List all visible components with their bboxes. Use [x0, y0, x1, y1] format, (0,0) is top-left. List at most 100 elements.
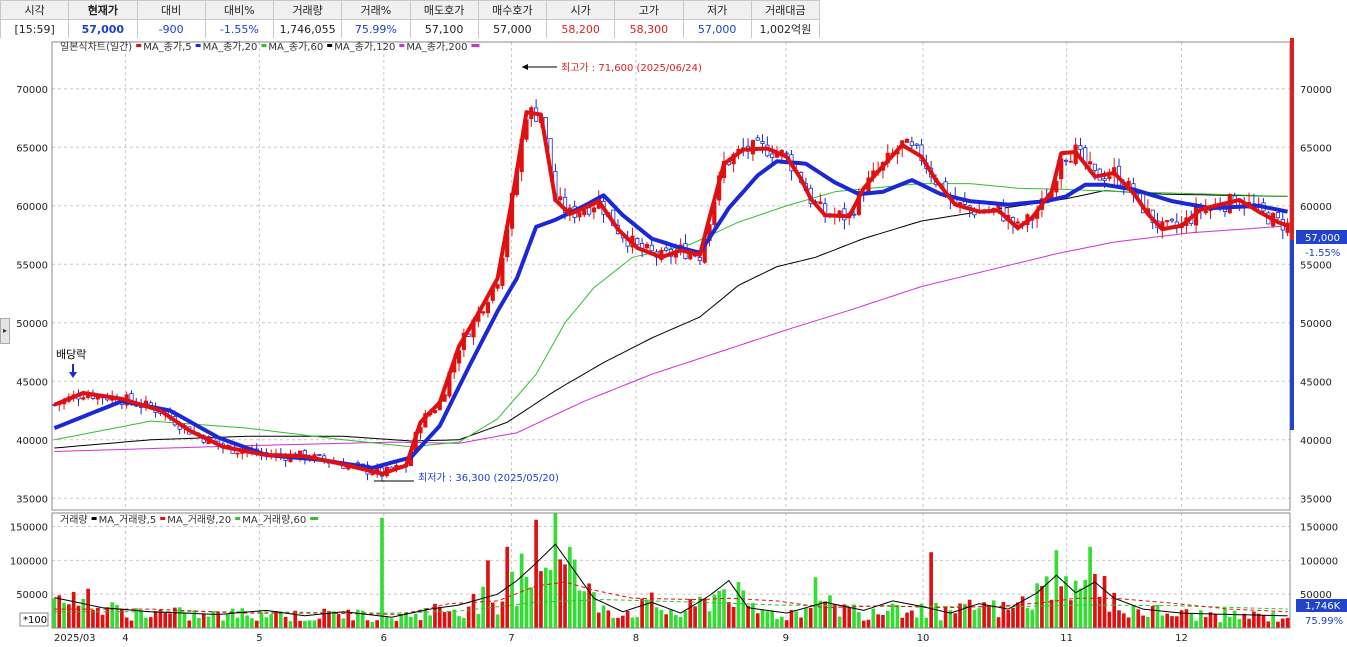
- candle-body: [784, 152, 789, 155]
- volume-bars: [52, 513, 1290, 628]
- volume-bar: [259, 612, 264, 628]
- volume-legend-swatch: [235, 517, 241, 520]
- volume-bar: [717, 590, 722, 628]
- volume-bar: [938, 620, 943, 628]
- volume-bar: [139, 610, 143, 628]
- volume-bar: [81, 598, 86, 628]
- volume-bar: [158, 609, 163, 628]
- volume-bar: [129, 620, 134, 628]
- price-legend-swatch: [195, 44, 201, 47]
- volume-bar: [808, 607, 813, 628]
- stock-chart[interactable]: 35000 35000 40000 40000 45000 45000 50000 50000…: [0, 38, 1347, 647]
- volume-bar: [250, 618, 254, 628]
- volume-bar: [900, 617, 905, 628]
- candle-body: [577, 212, 582, 218]
- x-tick-label: 8: [633, 633, 639, 644]
- volume-bar: [563, 564, 567, 628]
- volume-bar: [1218, 622, 1222, 628]
- volume-bar: [115, 605, 119, 628]
- volume-bar: [360, 610, 365, 628]
- volume-legend-label: 거래량: [60, 514, 88, 526]
- candle-body: [1222, 208, 1228, 212]
- volume-bar: [124, 617, 129, 628]
- candle-body: [1063, 159, 1069, 162]
- price-tick-right: 70000: [1300, 85, 1332, 96]
- volume-bar: [789, 609, 794, 628]
- volume-bar: [669, 609, 673, 628]
- volume-bar: [1078, 588, 1083, 628]
- quote-time: [15:59]: [0, 19, 70, 39]
- volume-bar: [577, 590, 582, 628]
- volume-bar: [148, 617, 153, 628]
- volume-bar: [67, 604, 71, 628]
- volume-bar: [664, 614, 669, 628]
- volume-bar: [799, 617, 803, 628]
- candle-body: [664, 247, 669, 251]
- candle-body: [317, 454, 322, 456]
- volume-bar: [365, 620, 370, 628]
- volume-bar: [601, 605, 606, 628]
- price-tick-left: 50000: [16, 319, 48, 330]
- dividend-label: 배당락: [56, 348, 86, 361]
- candle-body: [644, 243, 650, 249]
- volume-bar: [828, 595, 832, 628]
- candle-body: [370, 473, 375, 476]
- volume-tick-right: 100000: [1300, 556, 1338, 567]
- volume-bar: [712, 594, 717, 628]
- quote-value-row: [15:59] 57,000 -900 -1.55% 1,746,055 75.…: [0, 19, 821, 39]
- current-price-label: 57,000: [1305, 233, 1340, 244]
- volume-bar: [736, 581, 741, 628]
- volume-bar: [539, 571, 543, 628]
- volume-bar: [1160, 615, 1165, 628]
- high-arrow-icon: [522, 64, 528, 70]
- volume-bar: [433, 603, 437, 628]
- volume-bar: [95, 607, 100, 628]
- x-tick-label: 12: [1175, 633, 1188, 644]
- price-legend-label: MA_종가,200: [406, 41, 467, 53]
- volume-bar: [1102, 576, 1107, 628]
- volume-tick-left: 50000: [16, 590, 48, 601]
- volume-bar: [1194, 620, 1198, 628]
- volume-bar: [630, 617, 635, 628]
- price-tick-right: 60000: [1300, 202, 1332, 213]
- volume-bar: [288, 621, 293, 628]
- volume-bar: [606, 610, 611, 628]
- volume-bar: [298, 620, 302, 628]
- volume-bar: [568, 546, 572, 628]
- volume-bar: [996, 617, 1001, 628]
- volume-bar: [1242, 613, 1247, 628]
- volume-bar: [640, 598, 644, 628]
- ma120-line: [54, 190, 1288, 449]
- volume-bar: [1006, 610, 1011, 628]
- volume-legend-label: MA_거래량,5: [99, 514, 157, 526]
- candle-body: [635, 237, 640, 246]
- volume-bar: [380, 517, 384, 628]
- volume-bar: [100, 614, 105, 628]
- panel-toggle-button[interactable]: ▸: [0, 318, 10, 344]
- quote-h-volume-pct: 거래%: [341, 0, 411, 20]
- volume-legend-swatch: [91, 517, 97, 520]
- volume-bar: [1165, 613, 1169, 628]
- volume-bar: [1020, 596, 1025, 628]
- volume-bar: [635, 617, 640, 628]
- volume-bar: [837, 616, 842, 628]
- quote-h-volume: 거래량: [272, 0, 343, 20]
- price-tick-left: 45000: [16, 377, 48, 388]
- volume-bar: [948, 610, 953, 628]
- x-tick-label: 9: [783, 633, 789, 644]
- volume-bar: [1276, 621, 1280, 628]
- volume-bar: [832, 604, 837, 628]
- volume-bar: [722, 589, 726, 628]
- volume-bar: [775, 618, 779, 628]
- volume-bar: [1184, 609, 1189, 628]
- volume-bar: [1136, 609, 1141, 628]
- volume-bar: [1044, 576, 1049, 628]
- volume-bar: [529, 587, 534, 628]
- volume-scale-label: *100: [23, 615, 47, 626]
- dividend-arrow-icon: [69, 372, 77, 378]
- candle-body: [1015, 221, 1020, 224]
- volume-bar: [813, 577, 818, 628]
- quote-volume: 1,746,055: [272, 19, 343, 39]
- current-volume-label: 1,746K: [1305, 601, 1341, 612]
- volume-bar: [457, 616, 461, 628]
